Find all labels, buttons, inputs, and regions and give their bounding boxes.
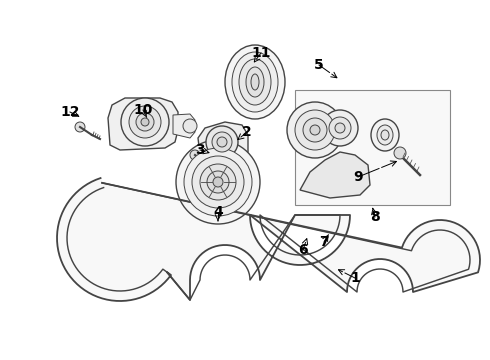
Polygon shape (108, 98, 178, 150)
Circle shape (184, 148, 252, 216)
Circle shape (322, 110, 358, 146)
Polygon shape (198, 122, 248, 162)
Circle shape (212, 132, 232, 152)
Ellipse shape (377, 125, 393, 145)
Ellipse shape (239, 59, 271, 105)
Circle shape (303, 118, 327, 142)
Text: 11: 11 (251, 46, 271, 60)
Circle shape (213, 177, 223, 187)
Circle shape (310, 125, 320, 135)
Ellipse shape (251, 74, 259, 90)
Polygon shape (173, 114, 195, 138)
Circle shape (141, 118, 149, 126)
Text: 10: 10 (133, 103, 153, 117)
Circle shape (129, 106, 161, 138)
Text: 5: 5 (314, 58, 324, 72)
Ellipse shape (225, 45, 285, 119)
Circle shape (287, 102, 343, 158)
Ellipse shape (232, 52, 278, 112)
Circle shape (206, 126, 238, 158)
Text: 6: 6 (298, 243, 308, 257)
Circle shape (200, 164, 236, 200)
Circle shape (136, 113, 154, 131)
Ellipse shape (371, 119, 399, 151)
Circle shape (207, 171, 229, 193)
Text: 1: 1 (350, 271, 360, 285)
Ellipse shape (381, 130, 389, 140)
Circle shape (335, 123, 345, 133)
Ellipse shape (246, 67, 264, 97)
Text: 2: 2 (242, 125, 252, 139)
Circle shape (192, 156, 244, 208)
Circle shape (121, 98, 169, 146)
Circle shape (190, 150, 200, 160)
Circle shape (329, 117, 351, 139)
Text: 12: 12 (60, 105, 80, 119)
Polygon shape (57, 178, 480, 301)
Circle shape (217, 137, 227, 147)
Circle shape (295, 110, 335, 150)
Circle shape (176, 140, 260, 224)
Polygon shape (300, 152, 370, 198)
Circle shape (394, 147, 406, 159)
Polygon shape (295, 90, 450, 205)
Circle shape (183, 119, 197, 133)
Text: 3: 3 (195, 143, 205, 157)
Text: 8: 8 (370, 210, 380, 224)
Text: 9: 9 (353, 170, 363, 184)
Text: 7: 7 (319, 235, 329, 249)
Text: 4: 4 (213, 205, 223, 219)
Circle shape (75, 122, 85, 132)
